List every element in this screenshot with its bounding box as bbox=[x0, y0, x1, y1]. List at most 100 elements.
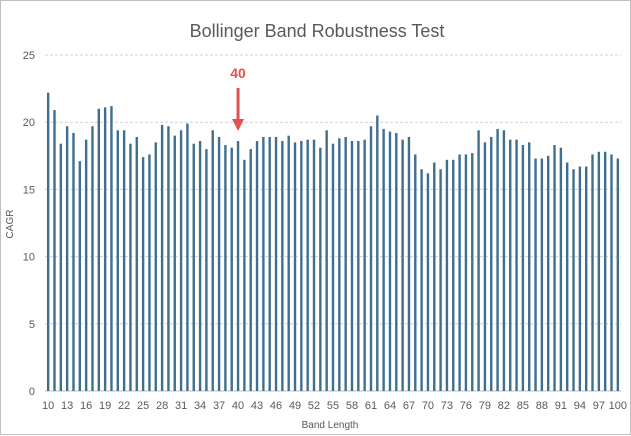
bar bbox=[344, 136, 347, 391]
bar bbox=[325, 130, 328, 391]
bar bbox=[572, 169, 575, 391]
bar bbox=[230, 147, 233, 391]
bar bbox=[603, 151, 607, 391]
x-tick-label: 58 bbox=[346, 400, 358, 412]
bar bbox=[72, 132, 75, 391]
y-tick-label: 25 bbox=[23, 50, 35, 62]
bar bbox=[445, 159, 449, 391]
x-tick-label: 76 bbox=[460, 400, 472, 412]
x-tick-label: 73 bbox=[441, 400, 453, 412]
x-tick-label: 100 bbox=[609, 400, 627, 412]
annotations: 40 bbox=[230, 65, 246, 131]
bar bbox=[141, 157, 145, 391]
bar bbox=[515, 139, 518, 391]
bar bbox=[433, 162, 436, 391]
bar bbox=[483, 142, 487, 391]
bar bbox=[388, 131, 392, 391]
x-tick-label: 31 bbox=[175, 400, 187, 412]
bar bbox=[148, 154, 151, 391]
bar bbox=[211, 130, 214, 391]
bar bbox=[578, 166, 582, 391]
bar bbox=[464, 154, 468, 391]
bar bbox=[135, 136, 138, 391]
bar bbox=[521, 145, 525, 391]
bar bbox=[224, 145, 227, 391]
bar bbox=[116, 130, 119, 391]
bar bbox=[534, 158, 537, 391]
x-tick-label: 79 bbox=[479, 400, 491, 412]
bar bbox=[65, 126, 69, 392]
bar bbox=[243, 159, 246, 391]
bar bbox=[255, 141, 259, 391]
y-tick-label: 5 bbox=[29, 319, 35, 331]
annotation-arrow-head bbox=[232, 119, 245, 131]
bar bbox=[502, 130, 506, 391]
x-tick-label: 16 bbox=[80, 400, 92, 412]
bar bbox=[477, 130, 480, 391]
bar bbox=[319, 147, 322, 391]
bar bbox=[293, 142, 297, 391]
x-tick-label: 70 bbox=[422, 400, 434, 412]
bars bbox=[46, 92, 620, 392]
bar bbox=[205, 149, 208, 391]
bar bbox=[452, 159, 455, 391]
bar bbox=[350, 141, 354, 391]
bar bbox=[528, 142, 531, 391]
bar bbox=[122, 130, 126, 391]
bar bbox=[597, 151, 601, 391]
bar bbox=[217, 136, 221, 391]
bar bbox=[559, 147, 563, 391]
x-axis-label: Band Length bbox=[302, 420, 359, 431]
bar bbox=[547, 155, 550, 391]
bar bbox=[110, 106, 113, 392]
bar bbox=[179, 130, 183, 391]
y-tick-label: 0 bbox=[29, 386, 35, 398]
bar bbox=[426, 173, 430, 391]
bar bbox=[401, 139, 404, 391]
bar bbox=[540, 158, 544, 391]
bar bbox=[160, 124, 164, 391]
bar bbox=[103, 107, 107, 391]
x-tick-label: 10 bbox=[42, 400, 54, 412]
x-tick-label: 67 bbox=[403, 400, 415, 412]
x-tick-label: 34 bbox=[194, 400, 206, 412]
bar bbox=[78, 161, 82, 391]
y-tick-labels: 0 5 10 15 20 25 bbox=[23, 50, 35, 398]
bar bbox=[46, 92, 50, 391]
chart-title: Bollinger Band Robustness Test bbox=[190, 21, 445, 41]
bar bbox=[490, 136, 493, 391]
bar bbox=[306, 139, 309, 391]
bar bbox=[281, 141, 284, 391]
bar bbox=[610, 154, 613, 391]
x-tick-label: 88 bbox=[536, 400, 548, 412]
bar bbox=[91, 126, 94, 392]
bar bbox=[471, 153, 474, 391]
bar bbox=[458, 154, 461, 391]
bar bbox=[236, 141, 240, 391]
bar bbox=[167, 126, 170, 392]
bar bbox=[287, 135, 290, 391]
x-tick-label: 64 bbox=[384, 400, 396, 412]
y-tick-label: 15 bbox=[23, 184, 35, 196]
x-tick-labels: 10 13 16 19 22 25 28 31 34 37 40 43 46 49 52 55 58 61 64 67… bbox=[42, 400, 627, 412]
bar bbox=[616, 158, 620, 391]
x-tick-label: 85 bbox=[517, 400, 529, 412]
bar bbox=[186, 123, 189, 391]
x-tick-label: 91 bbox=[555, 400, 567, 412]
bar bbox=[59, 143, 63, 391]
bar bbox=[407, 136, 411, 391]
bar bbox=[129, 143, 132, 391]
x-tick-label: 40 bbox=[232, 400, 244, 412]
bar bbox=[97, 108, 101, 391]
x-tick-label: 43 bbox=[251, 400, 263, 412]
x-tick-label: 82 bbox=[498, 400, 510, 412]
bar bbox=[395, 132, 398, 391]
bar bbox=[173, 135, 176, 391]
y-tick-label: 10 bbox=[23, 252, 35, 264]
bar bbox=[509, 139, 512, 391]
x-tick-label: 61 bbox=[365, 400, 377, 412]
x-tick-label: 37 bbox=[213, 400, 225, 412]
bar bbox=[338, 138, 341, 391]
bar bbox=[192, 143, 195, 391]
